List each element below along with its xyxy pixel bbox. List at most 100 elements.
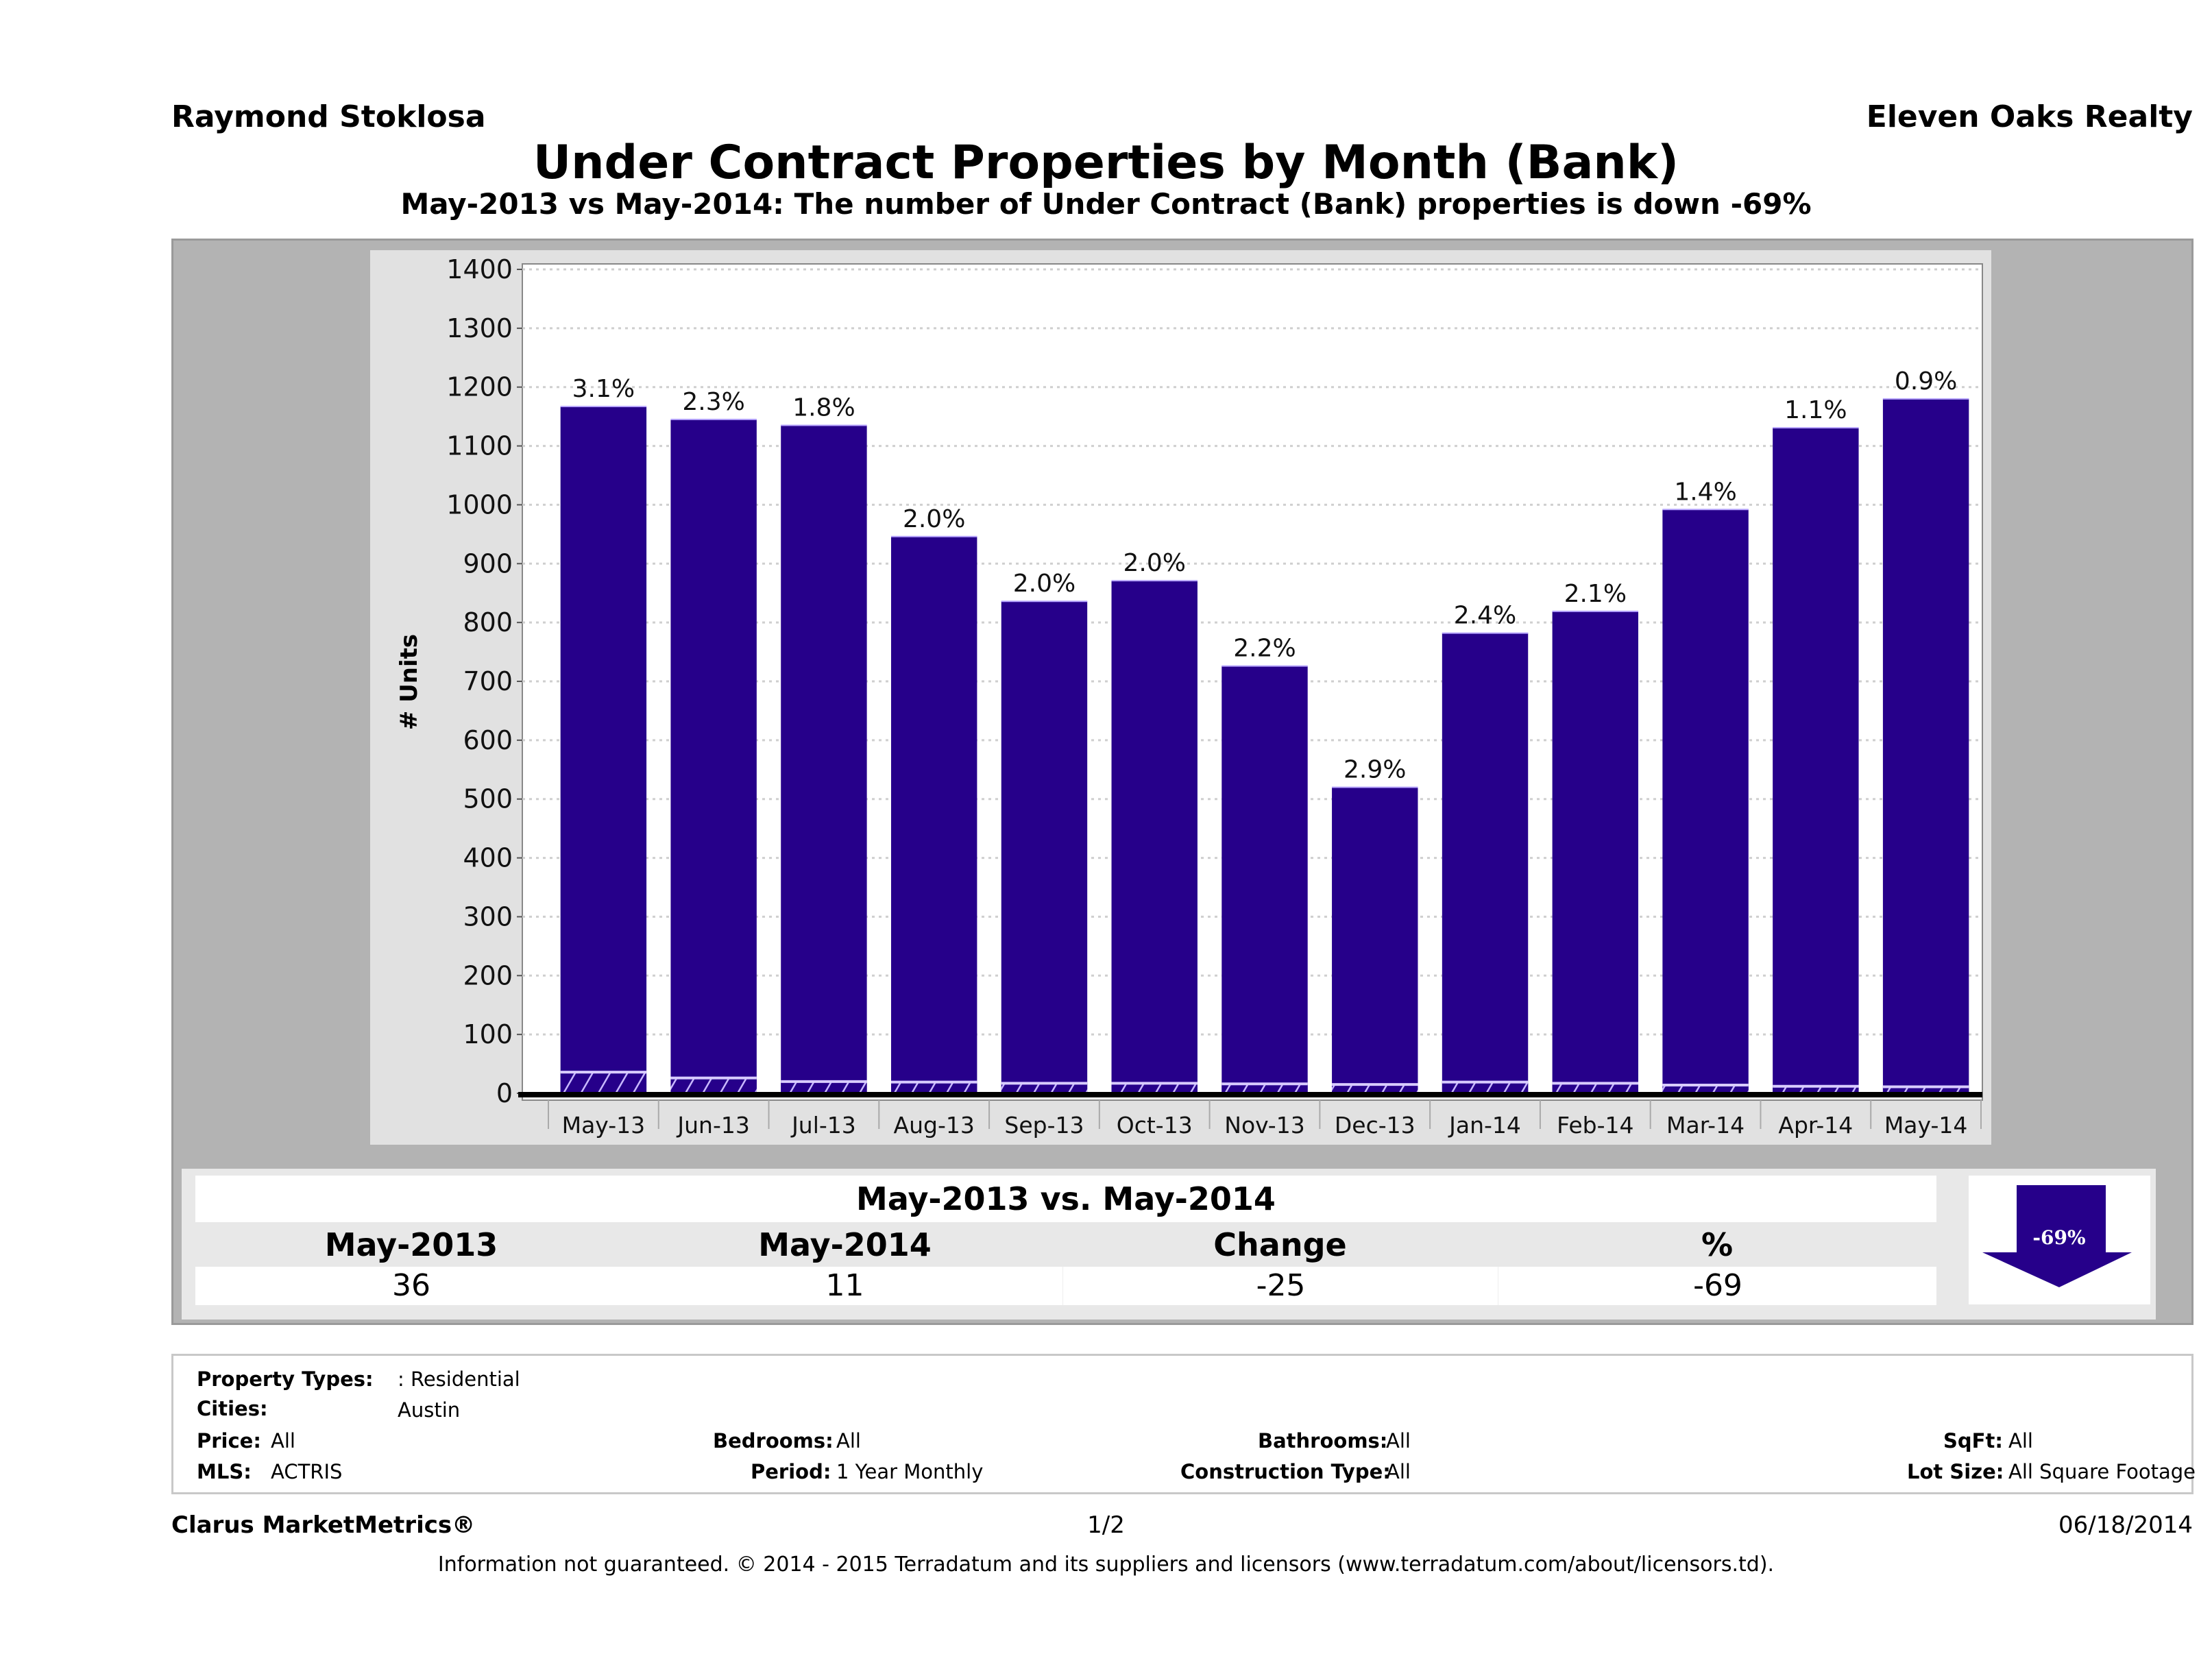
- bathrooms-value: All: [1386, 1429, 1411, 1452]
- sqft-value: All: [2008, 1429, 2033, 1452]
- bar-bank: [1882, 1086, 1969, 1093]
- bar-total: [1882, 398, 1969, 1093]
- data-label: 2.0%: [1123, 549, 1185, 577]
- bar-total: [1662, 509, 1749, 1093]
- data-label: 2.2%: [1233, 635, 1296, 663]
- x-tick-label: Aug-13: [894, 1112, 975, 1139]
- x-tick-label: Oct-13: [1117, 1112, 1193, 1139]
- change-badge-label: -69%: [2032, 1226, 2085, 1249]
- bar-bank: [1773, 1086, 1859, 1093]
- x-tick-label: Jul-13: [790, 1112, 856, 1139]
- data-label: 0.9%: [1895, 367, 1957, 396]
- y-tick-label: 900: [463, 548, 513, 579]
- x-tick-label: May-13: [562, 1112, 646, 1139]
- x-tick-label: Feb-14: [1557, 1112, 1633, 1139]
- data-label: 1.8%: [792, 394, 855, 422]
- bar-chart: 0 100 200 300 400 500 600 700 800 900 1000 1100 1200…: [396, 254, 1983, 1139]
- y-tick-label: 500: [463, 784, 513, 814]
- y-axis-label: # Units: [396, 634, 423, 730]
- price-value: All: [271, 1429, 295, 1452]
- cities-value: Austin: [398, 1398, 461, 1422]
- y-tick-label: 700: [463, 666, 513, 696]
- filter-criteria-panel: [171, 1354, 2193, 1494]
- bar-total: [1773, 427, 1859, 1093]
- summary-value-percent: -69: [1498, 1267, 1937, 1305]
- mls-label: MLS:: [197, 1460, 252, 1483]
- summary-value-may-2013: 36: [392, 1268, 430, 1303]
- x-tick-label: Jan-14: [1448, 1112, 1521, 1139]
- bedrooms-value: All: [836, 1429, 861, 1452]
- bar-bank: [1552, 1083, 1639, 1093]
- bar-bank: [1662, 1084, 1749, 1093]
- x-tick-label: Mar-14: [1666, 1112, 1745, 1139]
- bar-total: [1001, 601, 1088, 1093]
- bar-bank: [1332, 1084, 1418, 1093]
- chart-subtitle: May-2013 vs May-2014: The number of Unde…: [400, 187, 1812, 221]
- down-arrow-icon: -69%: [1982, 1185, 2132, 1287]
- data-label: 1.1%: [1784, 396, 1847, 424]
- summary-values-bg: [195, 1267, 1936, 1305]
- property-types-value: : Residential: [398, 1367, 520, 1391]
- lot-size-value: All Square Footage: [2008, 1460, 2196, 1483]
- data-label: 2.4%: [1454, 602, 1516, 630]
- summary-value-may-2014: 11: [825, 1268, 864, 1303]
- bar-total: [560, 406, 647, 1093]
- bar-total: [781, 425, 867, 1093]
- agent-name: Raymond Stoklosa: [171, 99, 486, 134]
- change-badge: -69%: [1969, 1176, 2150, 1304]
- construction-type-label: Construction Type:: [1180, 1460, 1391, 1483]
- construction-type-value: All: [1386, 1460, 1411, 1483]
- summary-col-percent: %: [1701, 1226, 1734, 1263]
- summary-heading: May-2013 vs. May-2014: [856, 1180, 1276, 1217]
- y-tick-label: 400: [463, 843, 513, 873]
- data-label: 2.1%: [1564, 580, 1627, 608]
- period-value: 1 Year Monthly: [836, 1460, 984, 1483]
- property-types-label: Property Types:: [197, 1367, 374, 1391]
- bathrooms-label: Bathrooms:: [1258, 1429, 1388, 1452]
- y-tick-label: 1100: [446, 431, 513, 461]
- period-label: Period:: [751, 1460, 831, 1483]
- x-tick-label: Apr-14: [1778, 1112, 1853, 1139]
- chart-title: Under Contract Properties by Month (Bank…: [533, 136, 1679, 190]
- data-label: 2.0%: [1013, 570, 1075, 598]
- y-axis: 0 100 200 300 400 500 600 700 800 900 1000 1100 1200…: [446, 254, 522, 1108]
- y-tick-label: 1000: [446, 489, 513, 520]
- y-tick-label: 0: [496, 1078, 513, 1108]
- x-tick-label: May-14: [1884, 1112, 1968, 1139]
- data-label: 2.9%: [1344, 756, 1406, 784]
- footer-brand: Clarus MarketMetrics®: [171, 1511, 476, 1539]
- summary-col-change: Change: [1213, 1226, 1347, 1263]
- bar-bank: [890, 1082, 977, 1093]
- bar-total: [1442, 633, 1529, 1093]
- y-tick-label: 1200: [446, 372, 513, 402]
- bar-total: [1332, 787, 1418, 1093]
- disclaimer: Information not guaranteed. © 2014 - 201…: [437, 1553, 1775, 1577]
- data-label: 2.3%: [682, 388, 744, 416]
- summary-col-may-2014: May-2014: [758, 1226, 932, 1263]
- data-label: 1.4%: [1674, 478, 1736, 506]
- x-tick-label: Nov-13: [1224, 1112, 1304, 1139]
- y-tick-label: 200: [463, 960, 513, 990]
- brokerage-name: Eleven Oaks Realty: [1866, 99, 2193, 134]
- y-tick-label: 600: [463, 725, 513, 755]
- bar-bank: [1001, 1083, 1088, 1093]
- mls-value: ACTRIS: [271, 1460, 343, 1483]
- page-number: 1/2: [1087, 1511, 1125, 1539]
- x-tick-label: Jun-13: [676, 1112, 749, 1139]
- lot-size-label: Lot Size:: [1907, 1460, 2004, 1483]
- bars: 3.1% 2.3% 1.8% 2.0% 2.0% 2.0% 2.2% 2.9% 2.4% 2.1%…: [560, 367, 1969, 1093]
- y-tick-label: 1400: [446, 254, 513, 284]
- bar-bank: [1442, 1082, 1529, 1093]
- price-label: Price:: [197, 1429, 261, 1452]
- cities-label: Cities:: [197, 1397, 268, 1420]
- bedrooms-label: Bedrooms:: [713, 1429, 834, 1452]
- report-date: 06/18/2014: [2058, 1511, 2193, 1539]
- y-tick-label: 300: [463, 901, 513, 932]
- bar-total: [890, 536, 977, 1093]
- x-tick-label: Sep-13: [1004, 1112, 1084, 1139]
- y-tick-label: 100: [463, 1019, 513, 1049]
- bar-bank: [781, 1081, 867, 1093]
- data-label: 3.1%: [572, 375, 635, 403]
- bar-total: [670, 419, 757, 1093]
- bar-total: [1552, 611, 1639, 1093]
